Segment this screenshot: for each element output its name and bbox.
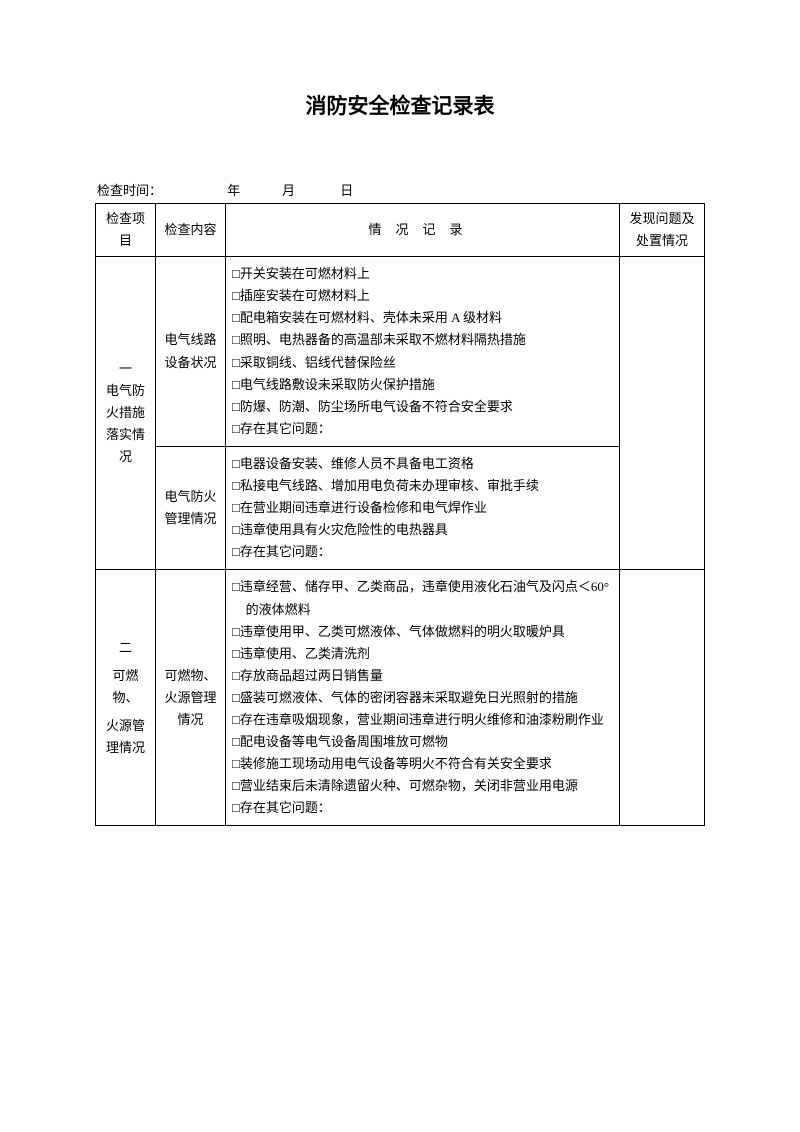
- page-title: 消防安全检查记录表: [95, 90, 705, 120]
- checkbox-item[interactable]: □存在其它问题：: [232, 797, 615, 819]
- table-row: 二 可燃物、 火源管理情况 可燃物、火源管理情况 □违章经营、储存甲、乙类商品，…: [96, 570, 705, 826]
- notes-cell-2[interactable]: [620, 570, 705, 826]
- category-cell-1: 一 电气防火措施落实情况: [96, 257, 156, 570]
- checkbox-item[interactable]: □插座安装在可燃材料上: [232, 285, 615, 307]
- inspection-table: 检查项目 检查内容 情况记录 发现问题及处置情况 一 电气防火措施落实情况 电气…: [95, 203, 705, 826]
- checkbox-item[interactable]: □电器设备安装、维修人员不具备电工资格: [232, 453, 615, 475]
- date-month: 月: [244, 180, 304, 199]
- inspection-date-line: 检查时间： 年 月 日: [95, 180, 705, 199]
- checkbox-item[interactable]: □配电设备等电气设备周围堆放可燃物: [232, 731, 615, 753]
- checkbox-item[interactable]: □存在其它问题：: [232, 418, 615, 440]
- table-row: 一 电气防火措施落实情况 电气线路设备状况 □开关安装在可燃材料上 □插座安装在…: [96, 257, 705, 447]
- records-cell-1-2: □电器设备安装、维修人员不具备电工资格 □私接电气线路、增加用电负荷未办理审核、…: [226, 446, 620, 569]
- checkbox-item[interactable]: □存放商品超过两日销售量: [232, 665, 615, 687]
- checkbox-item[interactable]: □存在违章吸烟现象，营业期间违章进行明火维修和油漆粉刷作业: [232, 709, 615, 731]
- checkbox-item[interactable]: □照明、电热器备的高温部未采取不燃材料隔热措施: [232, 329, 615, 351]
- date-label: 检查时间：: [97, 180, 167, 199]
- cat-name-2b: 火源管理情况: [102, 715, 149, 759]
- cat-num-1: 一: [102, 358, 149, 380]
- checkbox-item[interactable]: □开关安装在可燃材料上: [232, 263, 615, 285]
- hdr-subitem: 检查内容: [156, 204, 226, 257]
- table-row: 电气防火管理情况 □电器设备安装、维修人员不具备电工资格 □私接电气线路、增加用…: [96, 446, 705, 569]
- records-cell-1-1: □开关安装在可燃材料上 □插座安装在可燃材料上 □配电箱安装在可燃材料、壳体未采…: [226, 257, 620, 447]
- date-day: 日: [307, 180, 357, 199]
- checkbox-item[interactable]: □存在其它问题：: [232, 541, 615, 563]
- checkbox-item[interactable]: □违章经营、储存甲、乙类商品，违章使用液化石油气及闪点＜60°的液体燃料: [232, 576, 615, 620]
- checkbox-item[interactable]: □营业结束后未清除遗留火种、可燃杂物，关闭非营业用电源: [232, 775, 615, 797]
- hdr-records: 情况记录: [226, 204, 620, 257]
- subitem-cell-2-1: 可燃物、火源管理情况: [156, 570, 226, 826]
- checkbox-item[interactable]: □违章使用具有火灾危险性的电热器具: [232, 519, 615, 541]
- subitem-cell-1-1: 电气线路设备状况: [156, 257, 226, 447]
- checkbox-item[interactable]: □电气线路敷设未采取防火保护措施: [232, 374, 615, 396]
- checkbox-item[interactable]: □违章使用、乙类清洗剂: [232, 643, 615, 665]
- category-cell-2: 二 可燃物、 火源管理情况: [96, 570, 156, 826]
- cat-num-2: 二: [102, 637, 149, 659]
- notes-cell-1[interactable]: [620, 257, 705, 570]
- checkbox-item[interactable]: □盛装可燃液体、气体的密闭容器未采取避免日光照射的措施: [232, 687, 615, 709]
- checkbox-item[interactable]: □装修施工现场动用电气设备等明火不符合有关安全要求: [232, 753, 615, 775]
- checkbox-item[interactable]: □私接电气线路、增加用电负荷未办理审核、审批手续: [232, 475, 615, 497]
- hdr-notes: 发现问题及处置情况: [620, 204, 705, 257]
- subitem-cell-1-2: 电气防火管理情况: [156, 446, 226, 569]
- hdr-category: 检查项目: [96, 204, 156, 257]
- cat-name-1: 电气防火措施落实情况: [102, 380, 149, 468]
- checkbox-item[interactable]: □配电箱安装在可燃材料、壳体未采用 A 级材料: [232, 307, 615, 329]
- cat-name-2a: 可燃物、: [102, 665, 149, 709]
- table-header-row: 检查项目 检查内容 情况记录 发现问题及处置情况: [96, 204, 705, 257]
- checkbox-item[interactable]: □防爆、防潮、防尘场所电气设备不符合安全要求: [232, 396, 615, 418]
- checkbox-item[interactable]: □采取铜线、铝线代替保险丝: [232, 352, 615, 374]
- checkbox-item[interactable]: □违章使用甲、乙类可燃液体、气体做燃料的明火取暖炉具: [232, 621, 615, 643]
- checkbox-item[interactable]: □在营业期间违章进行设备检修和电气焊作业: [232, 497, 615, 519]
- records-cell-2-1: □违章经营、储存甲、乙类商品，违章使用液化石油气及闪点＜60°的液体燃料 □违章…: [226, 570, 620, 826]
- date-year: 年: [170, 180, 240, 199]
